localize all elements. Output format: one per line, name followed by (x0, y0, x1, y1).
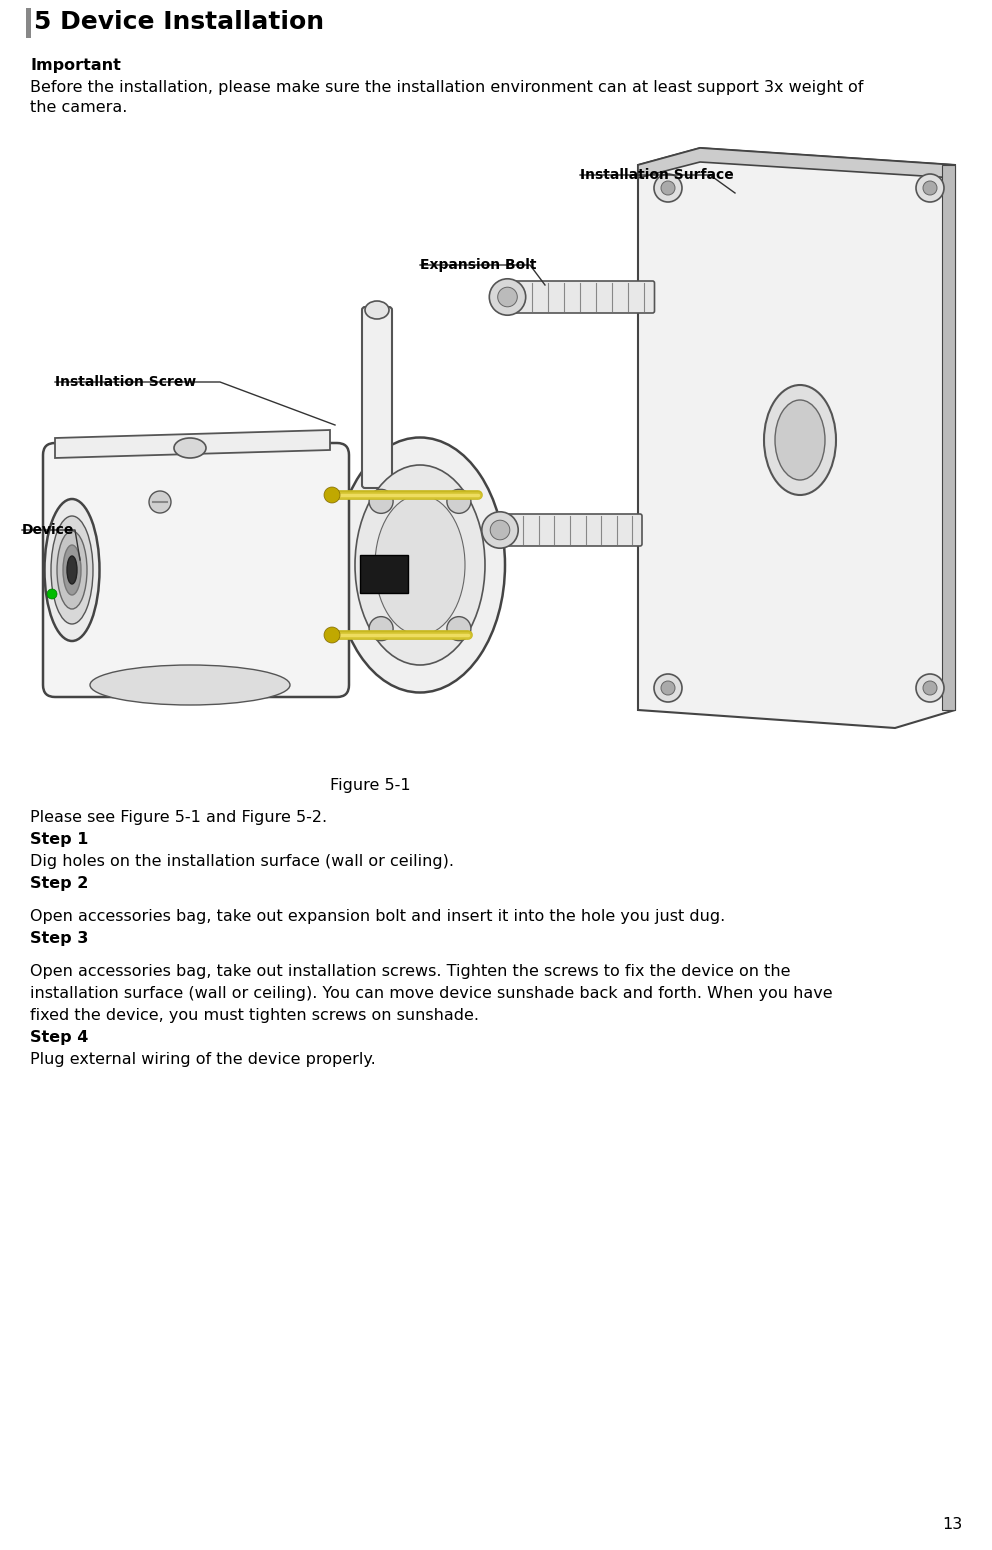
Polygon shape (942, 164, 955, 710)
Text: Plug external wiring of the device properly.: Plug external wiring of the device prope… (30, 1052, 376, 1066)
Circle shape (47, 589, 57, 598)
Polygon shape (638, 147, 955, 178)
Bar (360, 555, 408, 594)
Circle shape (661, 181, 675, 195)
Bar (26, 8, 31, 39)
Ellipse shape (57, 532, 87, 609)
Text: fixed the device, you must tighten screws on sunshade.: fixed the device, you must tighten screw… (30, 1008, 479, 1023)
Text: Open accessories bag, take out installation screws. Tighten the screws to fix th: Open accessories bag, take out installat… (30, 964, 791, 980)
Circle shape (482, 512, 518, 549)
Ellipse shape (67, 556, 77, 584)
Ellipse shape (365, 301, 389, 319)
Ellipse shape (775, 400, 825, 480)
Text: Step 3: Step 3 (30, 932, 88, 946)
Text: Step 2: Step 2 (30, 876, 88, 891)
Circle shape (369, 490, 393, 513)
Text: Installation Screw: Installation Screw (55, 375, 196, 389)
Ellipse shape (355, 465, 485, 665)
Text: Before the installation, please make sure the installation environment can at le: Before the installation, please make sur… (30, 81, 863, 95)
Text: Step 4: Step 4 (30, 1031, 88, 1045)
Ellipse shape (51, 516, 93, 625)
Text: the camera.: the camera. (30, 101, 127, 115)
Ellipse shape (375, 494, 465, 636)
Ellipse shape (174, 439, 206, 457)
Text: 13: 13 (941, 1517, 962, 1531)
Circle shape (489, 279, 526, 315)
Circle shape (149, 491, 171, 513)
Circle shape (916, 174, 944, 202)
Text: installation surface (wall or ceiling). You can move device sunshade back and fo: installation surface (wall or ceiling). … (30, 986, 832, 1001)
Text: 5 Device Installation: 5 Device Installation (34, 9, 324, 34)
Polygon shape (638, 147, 955, 728)
Circle shape (490, 521, 510, 539)
Circle shape (654, 174, 682, 202)
Circle shape (916, 674, 944, 702)
Ellipse shape (335, 437, 505, 693)
Circle shape (446, 490, 471, 513)
FancyBboxPatch shape (43, 443, 349, 698)
Ellipse shape (90, 665, 290, 705)
FancyBboxPatch shape (362, 307, 392, 488)
Circle shape (923, 181, 937, 195)
Circle shape (654, 674, 682, 702)
Circle shape (923, 680, 937, 694)
FancyBboxPatch shape (506, 281, 655, 313)
Circle shape (324, 487, 340, 504)
Circle shape (324, 628, 340, 643)
Ellipse shape (63, 546, 81, 595)
Text: Figure 5-1: Figure 5-1 (329, 778, 411, 794)
Circle shape (369, 617, 393, 640)
Text: Dig holes on the installation surface (wall or ceiling).: Dig holes on the installation surface (w… (30, 854, 454, 870)
Text: Expansion Bolt: Expansion Bolt (420, 257, 537, 271)
Text: Important: Important (30, 57, 121, 73)
Circle shape (661, 680, 675, 694)
Text: Open accessories bag, take out expansion bolt and insert it into the hole you ju: Open accessories bag, take out expansion… (30, 908, 725, 924)
Text: Device: Device (22, 522, 74, 536)
Circle shape (446, 617, 471, 640)
Ellipse shape (45, 499, 99, 642)
Text: Please see Figure 5-1 and Figure 5-2.: Please see Figure 5-1 and Figure 5-2. (30, 811, 327, 825)
Ellipse shape (764, 384, 836, 494)
FancyBboxPatch shape (498, 515, 642, 546)
Text: Step 1: Step 1 (30, 832, 88, 846)
Circle shape (498, 287, 517, 307)
Polygon shape (55, 429, 330, 457)
Text: Installation Surface: Installation Surface (580, 167, 734, 181)
